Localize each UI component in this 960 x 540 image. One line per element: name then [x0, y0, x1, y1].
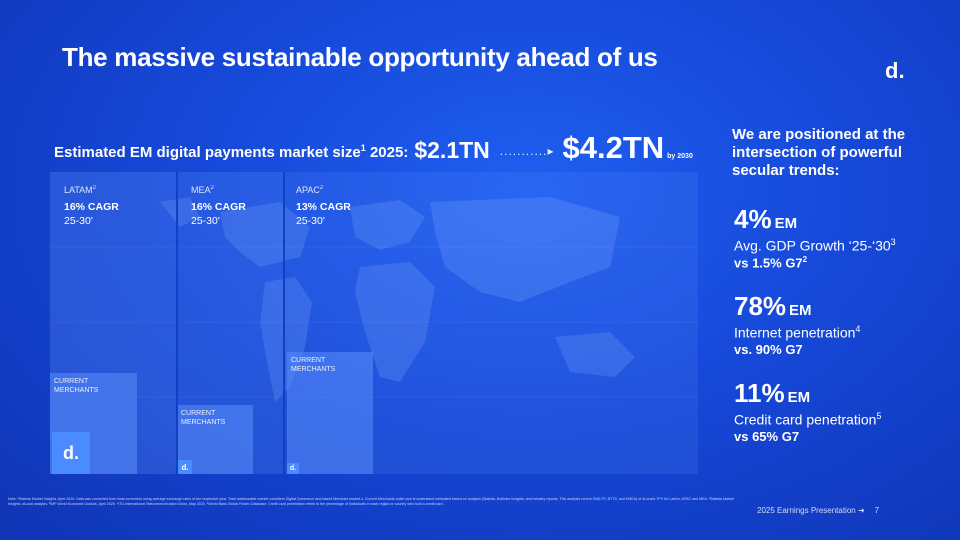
column-divider — [283, 172, 285, 474]
region-apac-name: APAC2 — [296, 185, 324, 195]
footnote: Note: ¹Statista Market Insights, April 2… — [8, 497, 735, 507]
stat-gdp-em: EM — [774, 215, 798, 232]
world-map — [50, 172, 698, 474]
footer: 2025 Earnings Presentation ➜ 7 — [757, 506, 879, 515]
region-latam-cagr: 16% CAGR — [64, 201, 119, 213]
stat-credit-em: EM — [787, 389, 811, 406]
region-mea-years: 25-30' — [191, 215, 220, 227]
latam-current-merchants-label: CURRENT MERCHANTS — [54, 378, 99, 394]
stat-credit-comparison: vs 65% G7 — [734, 428, 800, 444]
page-title: The massive sustainable opportunity ahea… — [62, 42, 658, 72]
column-divider — [176, 172, 178, 474]
market-size-row: Estimated EM digital payments market siz… — [54, 130, 693, 166]
stat-internet-em: EM — [789, 302, 812, 319]
mea-dlocal-badge-icon: d. — [178, 460, 192, 474]
stat-gdp-comparison: vs 1.5% G72 — [734, 254, 808, 270]
stat-gdp-desc: Avg. GDP Growth ‘25-‘303 — [734, 237, 896, 254]
stat-gdp-growth: 4% EM Avg. GDP Growth ‘25-‘303 vs 1.5% G7… — [734, 204, 896, 270]
dotted-arrow-icon: ...........▸ — [499, 144, 555, 158]
stat-credit-card-penetration: 11% EM Credit card penetration5 vs 65% G7 — [734, 378, 881, 444]
stat-internet-comparison: vs. 90% G7 — [734, 341, 803, 357]
stat-internet-penetration: 78% EM Internet penetration4 vs. 90% G7 — [734, 291, 860, 357]
market-value-2025: $2.1TN — [414, 137, 490, 163]
stat-credit-desc: Credit card penetration5 — [734, 411, 882, 428]
region-latam-years: 25-30' — [64, 215, 93, 227]
apac-current-merchants-label: CURRENT MERCHANTS — [291, 357, 336, 373]
market-size-label: Estimated EM digital payments market siz… — [54, 143, 409, 161]
stat-internet-desc: Internet penetration4 — [734, 324, 861, 341]
region-mea-name: MEA2 — [191, 185, 214, 195]
mea-current-merchants-label: CURRENT MERCHANTS — [181, 410, 226, 426]
stat-gdp-value: 4% — [734, 204, 772, 234]
region-latam-name: LATAM2 — [64, 185, 97, 195]
region-apac-years: 25-30' — [296, 215, 325, 227]
stat-internet-value: 78% — [734, 291, 787, 321]
dlocal-logo: d. — [885, 58, 905, 83]
latam-dlocal-badge-icon: d. — [52, 432, 90, 474]
trends-heading: We are positioned at the intersection of… — [732, 126, 906, 179]
region-mea-cagr: 16% CAGR — [191, 201, 246, 213]
apac-dlocal-badge-icon: d. — [287, 463, 299, 474]
apac-current-merchants-block — [287, 352, 373, 474]
stat-credit-value: 11% — [734, 378, 785, 408]
market-year-2030: by 2030 — [667, 153, 693, 160]
market-value-2030: $4.2TN — [562, 130, 665, 165]
world-map-icon — [50, 197, 698, 402]
page-number: 7 — [874, 506, 880, 515]
region-apac-cagr: 13% CAGR — [296, 201, 351, 213]
footer-presentation-link[interactable]: 2025 Earnings Presentation ➜ — [757, 506, 865, 515]
